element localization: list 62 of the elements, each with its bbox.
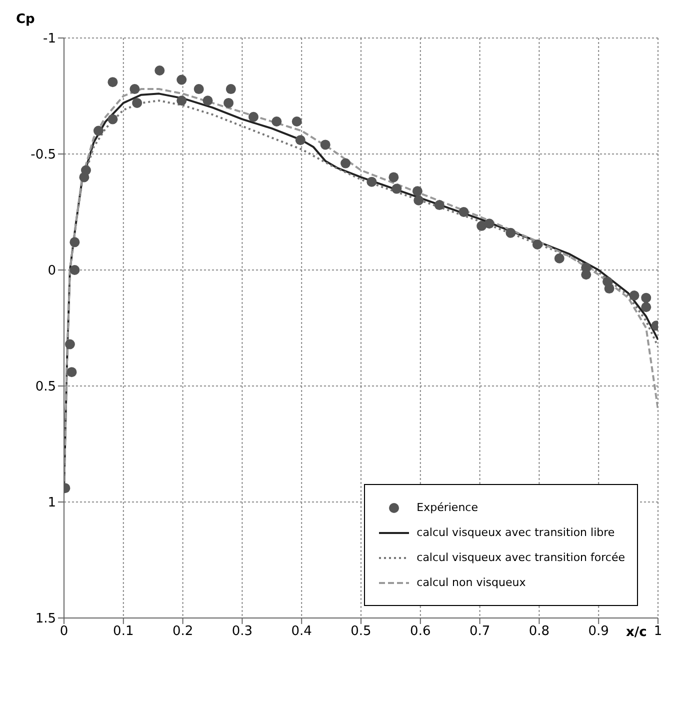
point	[226, 84, 236, 94]
point	[108, 114, 118, 124]
point	[295, 135, 306, 146]
point	[340, 158, 351, 168]
point	[272, 116, 282, 127]
y-tick-label: 1.5	[35, 612, 56, 627]
point	[434, 200, 444, 210]
point	[392, 184, 402, 194]
point	[581, 270, 592, 280]
point	[414, 195, 424, 206]
x-tick-label: 0.3	[232, 624, 253, 640]
point	[70, 237, 80, 248]
point	[194, 84, 204, 94]
legend-label: calcul visqueux avec transition forcée	[416, 551, 625, 564]
legend-label: calcul visqueux avec transition libre	[416, 526, 615, 539]
x-tick-label: 0.4	[291, 624, 312, 640]
y-tick-label: 1	[48, 496, 56, 511]
legend-label: calcul non visqueux	[416, 576, 526, 589]
point	[176, 74, 187, 85]
point	[604, 284, 614, 294]
point	[366, 176, 377, 187]
point	[412, 186, 422, 196]
point	[176, 96, 187, 106]
x-tick-label: 0	[60, 624, 68, 640]
point	[64, 339, 75, 350]
y-tick-label: 0	[48, 264, 56, 279]
point	[641, 302, 652, 312]
point	[154, 65, 165, 76]
x-axis-title: x/c	[626, 625, 647, 640]
point	[80, 165, 91, 176]
point	[506, 228, 516, 238]
x-tick-label: 0.5	[350, 624, 372, 640]
x-tick-label: 0.7	[469, 624, 490, 640]
point	[248, 112, 258, 122]
y-tick-label: 0.5	[35, 380, 56, 395]
point	[292, 116, 302, 127]
point	[202, 96, 213, 106]
y-tick-label: -0.5	[30, 148, 56, 163]
point	[629, 290, 640, 301]
point	[224, 98, 234, 108]
x-tick-label: 0.8	[528, 624, 550, 640]
point	[484, 218, 494, 229]
x-tick-label: 0.9	[588, 624, 609, 640]
point	[130, 84, 140, 94]
x-tick-label: 1	[654, 624, 662, 640]
point	[108, 77, 118, 88]
point	[66, 367, 77, 378]
point	[70, 265, 80, 275]
point	[532, 239, 542, 250]
x-tick-label: 0.1	[113, 624, 134, 640]
point	[388, 172, 399, 182]
point	[93, 126, 104, 136]
point	[554, 253, 564, 264]
x-tick-label: 0.6	[410, 624, 431, 640]
point	[320, 140, 330, 150]
x-tick-label: 0.2	[172, 624, 194, 640]
point	[132, 98, 142, 108]
legend-label: Expérience	[416, 501, 478, 514]
point	[458, 207, 469, 217]
y-tick-label: -1	[43, 32, 56, 47]
point	[641, 292, 652, 303]
y-axis-title: Cp	[16, 12, 35, 27]
